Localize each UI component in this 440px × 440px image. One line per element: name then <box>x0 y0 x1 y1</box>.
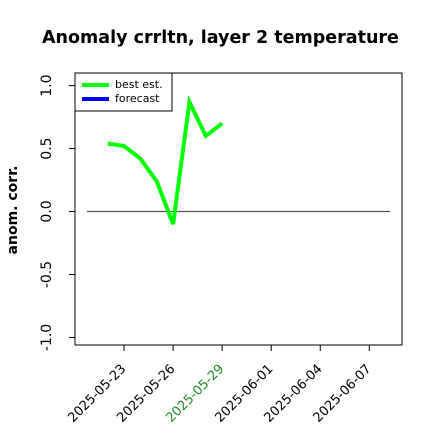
y-axis-label: anom. corr. <box>5 166 21 255</box>
plot-frame <box>74 72 403 346</box>
legend-box <box>74 72 173 112</box>
y-tick-label: -0.5 <box>39 261 55 288</box>
y-tick-label: 0.0 <box>39 200 55 222</box>
data-line <box>107 95 224 225</box>
legend-label: forecast <box>115 92 160 105</box>
legend-label: best est. <box>115 78 163 91</box>
y-tick-label: 1.0 <box>39 74 55 96</box>
y-tick-label: -1.0 <box>39 324 55 351</box>
chart-title: Anomaly crrltn, layer 2 temperature <box>42 28 399 48</box>
y-tick-label: 0.5 <box>39 137 55 159</box>
